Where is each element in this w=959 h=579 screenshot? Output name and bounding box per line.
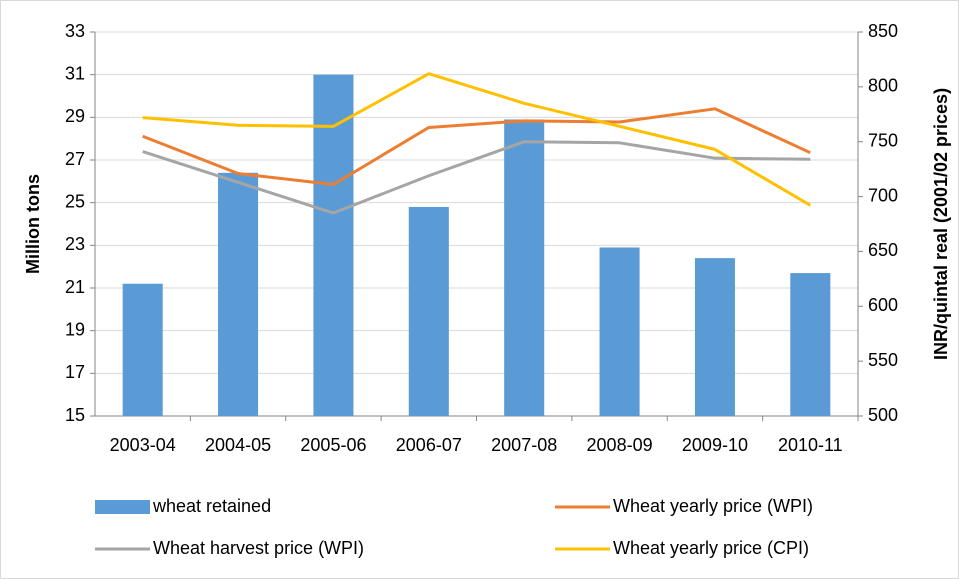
y-tick-label: 19: [65, 319, 85, 339]
legend-label: Wheat yearly price (CPI): [613, 538, 809, 558]
y-tick-label: 33: [65, 21, 85, 41]
y-tick-label: 31: [65, 63, 85, 83]
bar: [122, 283, 163, 416]
legend-label: Wheat yearly price (WPI): [613, 496, 813, 516]
x-tick-label: 2004-05: [205, 435, 271, 455]
y2-tick-label: 500: [868, 405, 898, 425]
x-tick-label: 2010-11: [778, 435, 843, 455]
x-tick-label: 2009-10: [682, 435, 748, 455]
bar: [694, 258, 735, 416]
bar: [599, 247, 640, 416]
y-tick-label: 29: [65, 106, 85, 126]
y-tick-label: 23: [65, 234, 85, 254]
bar: [218, 172, 259, 416]
y-axis-label: Million tons: [23, 174, 43, 274]
y-tick-label: 27: [65, 149, 85, 169]
legend-label: Wheat harvest price (WPI): [153, 538, 364, 558]
y2-tick-label: 650: [868, 240, 898, 260]
line: [142, 140, 811, 215]
y-tick-label: 15: [65, 405, 85, 425]
y-tick-label: 25: [65, 191, 85, 211]
y-tick-label: 21: [65, 277, 85, 297]
bar: [790, 273, 831, 416]
legend-label: wheat retained: [152, 496, 271, 516]
x-tick-label: 2003-04: [110, 435, 176, 455]
bar: [313, 74, 354, 417]
y2-tick-label: 550: [868, 350, 898, 370]
x-tick-label: 2005-06: [300, 435, 366, 455]
line: [142, 107, 811, 187]
bar: [504, 119, 545, 416]
y2-axis-label: INR/quintal real (2001/02 prices): [931, 88, 951, 360]
x-tick-label: 2008-09: [587, 435, 653, 455]
legend-swatch: [95, 500, 150, 514]
x-tick-label: 2007-08: [491, 435, 557, 455]
y2-tick-label: 600: [868, 295, 898, 315]
line: [142, 72, 812, 207]
bar: [408, 206, 449, 416]
y2-tick-label: 800: [868, 76, 898, 96]
y2-tick-label: 750: [868, 130, 898, 150]
x-tick-label: 2006-07: [396, 435, 462, 455]
y2-tick-label: 850: [868, 21, 898, 41]
y2-tick-label: 700: [868, 185, 898, 205]
y-tick-label: 17: [65, 362, 85, 382]
